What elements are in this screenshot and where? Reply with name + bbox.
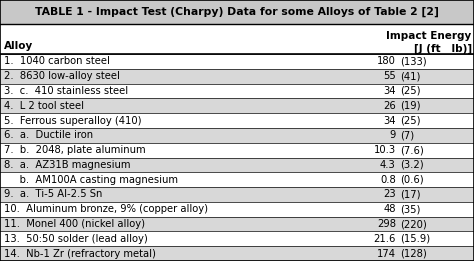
Bar [0,232,474,246]
Text: (25): (25) [401,86,421,96]
Text: 4.  L 2 tool steel: 4. L 2 tool steel [4,101,84,111]
Bar [0,54,474,69]
Text: 9.  a.  Ti-5 Al-2.5 Sn: 9. a. Ti-5 Al-2.5 Sn [4,189,102,199]
Bar [0,24,474,54]
Text: 5.  Ferrous superalloy (410): 5. Ferrous superalloy (410) [4,116,141,126]
Text: (3.2): (3.2) [401,160,424,170]
Text: 1.  1040 carbon steel: 1. 1040 carbon steel [4,56,109,66]
Text: 6.  a.  Ductile iron: 6. a. Ductile iron [4,130,93,140]
Text: Impact Energy: Impact Energy [386,31,472,41]
Bar [0,187,474,202]
Text: 23: 23 [383,189,396,199]
Text: 10.3: 10.3 [374,145,396,155]
Bar [0,217,474,232]
Text: [J (ft   lb)]: [J (ft lb)] [413,44,472,54]
Bar [0,143,474,157]
Text: 26: 26 [383,101,396,111]
Text: (25): (25) [401,116,421,126]
Text: 4.3: 4.3 [380,160,396,170]
Text: 0.8: 0.8 [380,175,396,185]
Bar [0,202,474,217]
Bar [0,158,474,172]
Text: (133): (133) [401,56,427,66]
Text: (7.6): (7.6) [401,145,424,155]
Text: (7): (7) [401,130,415,140]
Text: 3.  c.  410 stainless steel: 3. c. 410 stainless steel [4,86,128,96]
Text: 9: 9 [390,130,396,140]
Text: 2.  8630 low-alloy steel: 2. 8630 low-alloy steel [4,71,119,81]
Text: Alloy: Alloy [4,41,33,51]
Text: 298: 298 [377,219,396,229]
Text: 180: 180 [377,56,396,66]
Text: (128): (128) [401,249,427,259]
Text: 11.  Monel 400 (nickel alloy): 11. Monel 400 (nickel alloy) [4,219,145,229]
Bar [0,0,474,24]
Text: 7.  b.  2048, plate aluminum: 7. b. 2048, plate aluminum [4,145,146,155]
Text: (0.6): (0.6) [401,175,424,185]
Bar [0,84,474,98]
Bar [0,128,474,143]
Text: (35): (35) [401,204,421,214]
Text: 174: 174 [377,249,396,259]
Text: (17): (17) [401,189,421,199]
Text: (15.9): (15.9) [401,234,431,244]
Bar [0,246,474,261]
Text: TABLE 1 - Impact Test (Charpy) Data for some Alloys of Table 2 [2]: TABLE 1 - Impact Test (Charpy) Data for … [35,7,439,17]
Text: 48: 48 [383,204,396,214]
Text: 8.  a.  AZ31B magnesium: 8. a. AZ31B magnesium [4,160,130,170]
Text: 10.  Aluminum bronze, 9% (copper alloy): 10. Aluminum bronze, 9% (copper alloy) [4,204,208,214]
Text: (41): (41) [401,71,421,81]
Text: (220): (220) [401,219,427,229]
Text: b.  AM100A casting magnesium: b. AM100A casting magnesium [4,175,178,185]
Text: 14.  Nb-1 Zr (refractory metal): 14. Nb-1 Zr (refractory metal) [4,249,155,259]
Text: 21.6: 21.6 [374,234,396,244]
Text: 55: 55 [383,71,396,81]
Text: (19): (19) [401,101,421,111]
Text: 34: 34 [383,86,396,96]
Text: 34: 34 [383,116,396,126]
Bar [0,113,474,128]
Text: 13.  50:50 solder (lead alloy): 13. 50:50 solder (lead alloy) [4,234,147,244]
Bar [0,69,474,84]
Bar [0,98,474,113]
Bar [0,172,474,187]
